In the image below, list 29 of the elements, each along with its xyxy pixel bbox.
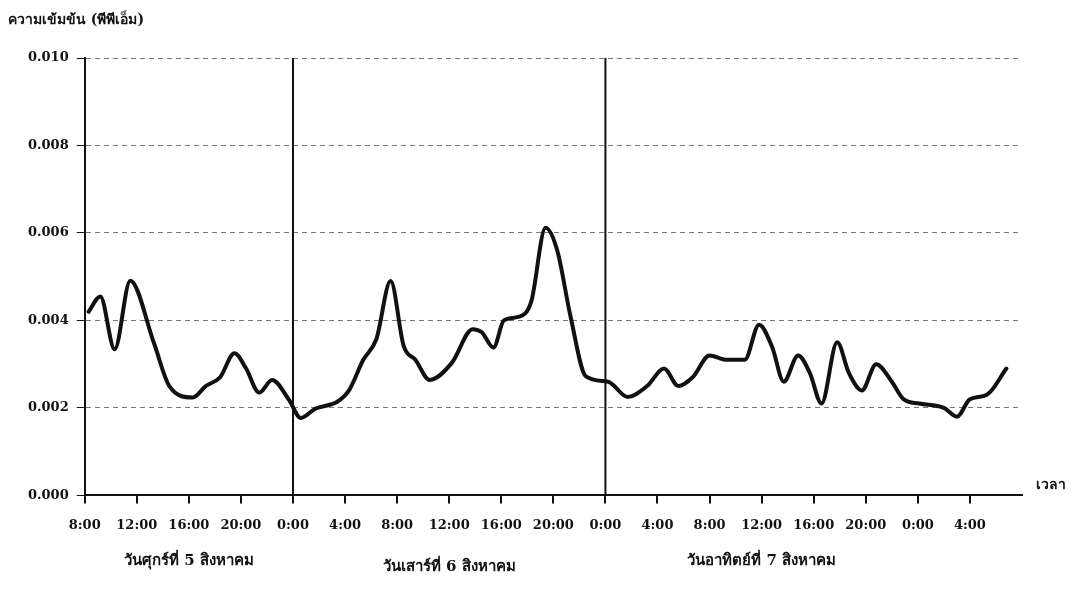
y-tick-label: 0.010 <box>27 49 69 65</box>
x-tick-label: 8:00 <box>693 516 726 532</box>
x-tick-label: 12:00 <box>741 516 783 532</box>
y-tick-label: 0.000 <box>27 486 69 502</box>
x-tick-label: 12:00 <box>116 516 158 532</box>
x-tick-label: 20:00 <box>845 516 887 532</box>
y-tick-label: 0.002 <box>27 399 69 415</box>
x-tick-label: 16:00 <box>793 516 835 532</box>
x-tick-label: 12:00 <box>428 516 470 532</box>
x-tick-label: 0:00 <box>589 516 622 532</box>
x-tick-label: 8:00 <box>68 516 101 532</box>
x-tick-label: 16:00 <box>168 516 210 532</box>
x-axis-title: เวลา <box>1036 476 1066 493</box>
x-tick-label: 4:00 <box>641 516 674 532</box>
y-axis-title: ความเข้มข้น (พีพีเอ็ม) <box>8 10 145 27</box>
x-tick-label: 4:00 <box>329 516 362 532</box>
text: วันเสาร์ที่ 6 สิงหาคม <box>382 555 516 576</box>
x-tick-label: 0:00 <box>277 516 309 532</box>
text: วันศุกร์ที่ 5 สิงหาคม <box>123 549 254 571</box>
y-tick-label: 0.004 <box>27 311 69 327</box>
x-tick-label: 20:00 <box>532 516 574 532</box>
x-tick-label: 0:00 <box>901 516 934 532</box>
text: วันอาทิตย์ที่ 7 สิงหาคม <box>687 549 837 570</box>
y-tick-label: 0.008 <box>27 136 69 152</box>
x-tick-label: 16:00 <box>480 516 522 532</box>
x-tick-label: 4:00 <box>953 516 986 532</box>
y-tick-label: 0.006 <box>27 224 69 240</box>
x-tick-label: 8:00 <box>381 516 414 532</box>
x-tick-label: 20:00 <box>220 516 262 532</box>
